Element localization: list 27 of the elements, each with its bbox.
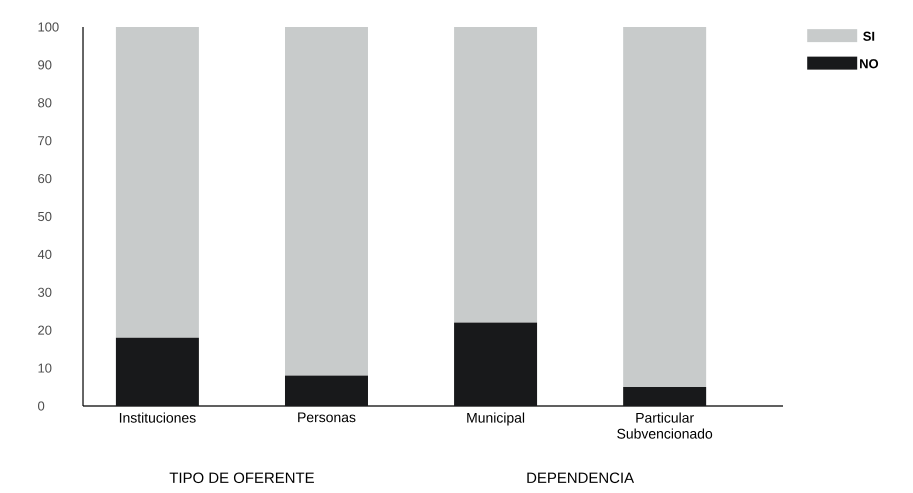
y-tick-label: 100	[38, 22, 59, 32]
x-tick-label: Personas	[298, 412, 356, 422]
x-tick-label: Municipal	[467, 412, 524, 426]
bar	[623, 387, 706, 406]
y-tick-label: 0	[38, 401, 44, 411]
text: DEPENDENCIA	[527, 472, 634, 484]
text: TIPO DE OFERENTE	[170, 472, 314, 484]
y-tick-label: 20	[38, 326, 52, 335]
y-tick-label: 80	[38, 98, 52, 108]
x-tick-label: Particular Subvencionado	[617, 412, 712, 439]
y-tick-label: 30	[38, 288, 52, 297]
y-tick-label: 70	[38, 136, 52, 146]
bar	[116, 26, 199, 338]
y-tick-label: 60	[38, 174, 52, 184]
legend-label: NO	[860, 59, 878, 68]
y-tick-label: 40	[38, 250, 52, 259]
bar	[284, 26, 368, 376]
legend-label: SI	[863, 32, 874, 41]
bar	[454, 322, 538, 406]
bar	[454, 26, 538, 323]
bar	[116, 338, 199, 406]
bar	[623, 26, 706, 388]
y-tick-label: 50	[38, 212, 52, 222]
y-tick-label: 10	[38, 363, 52, 373]
y-tick-label: 90	[38, 60, 52, 70]
x-tick-label: Instituciones	[120, 412, 196, 423]
bar	[284, 376, 368, 406]
